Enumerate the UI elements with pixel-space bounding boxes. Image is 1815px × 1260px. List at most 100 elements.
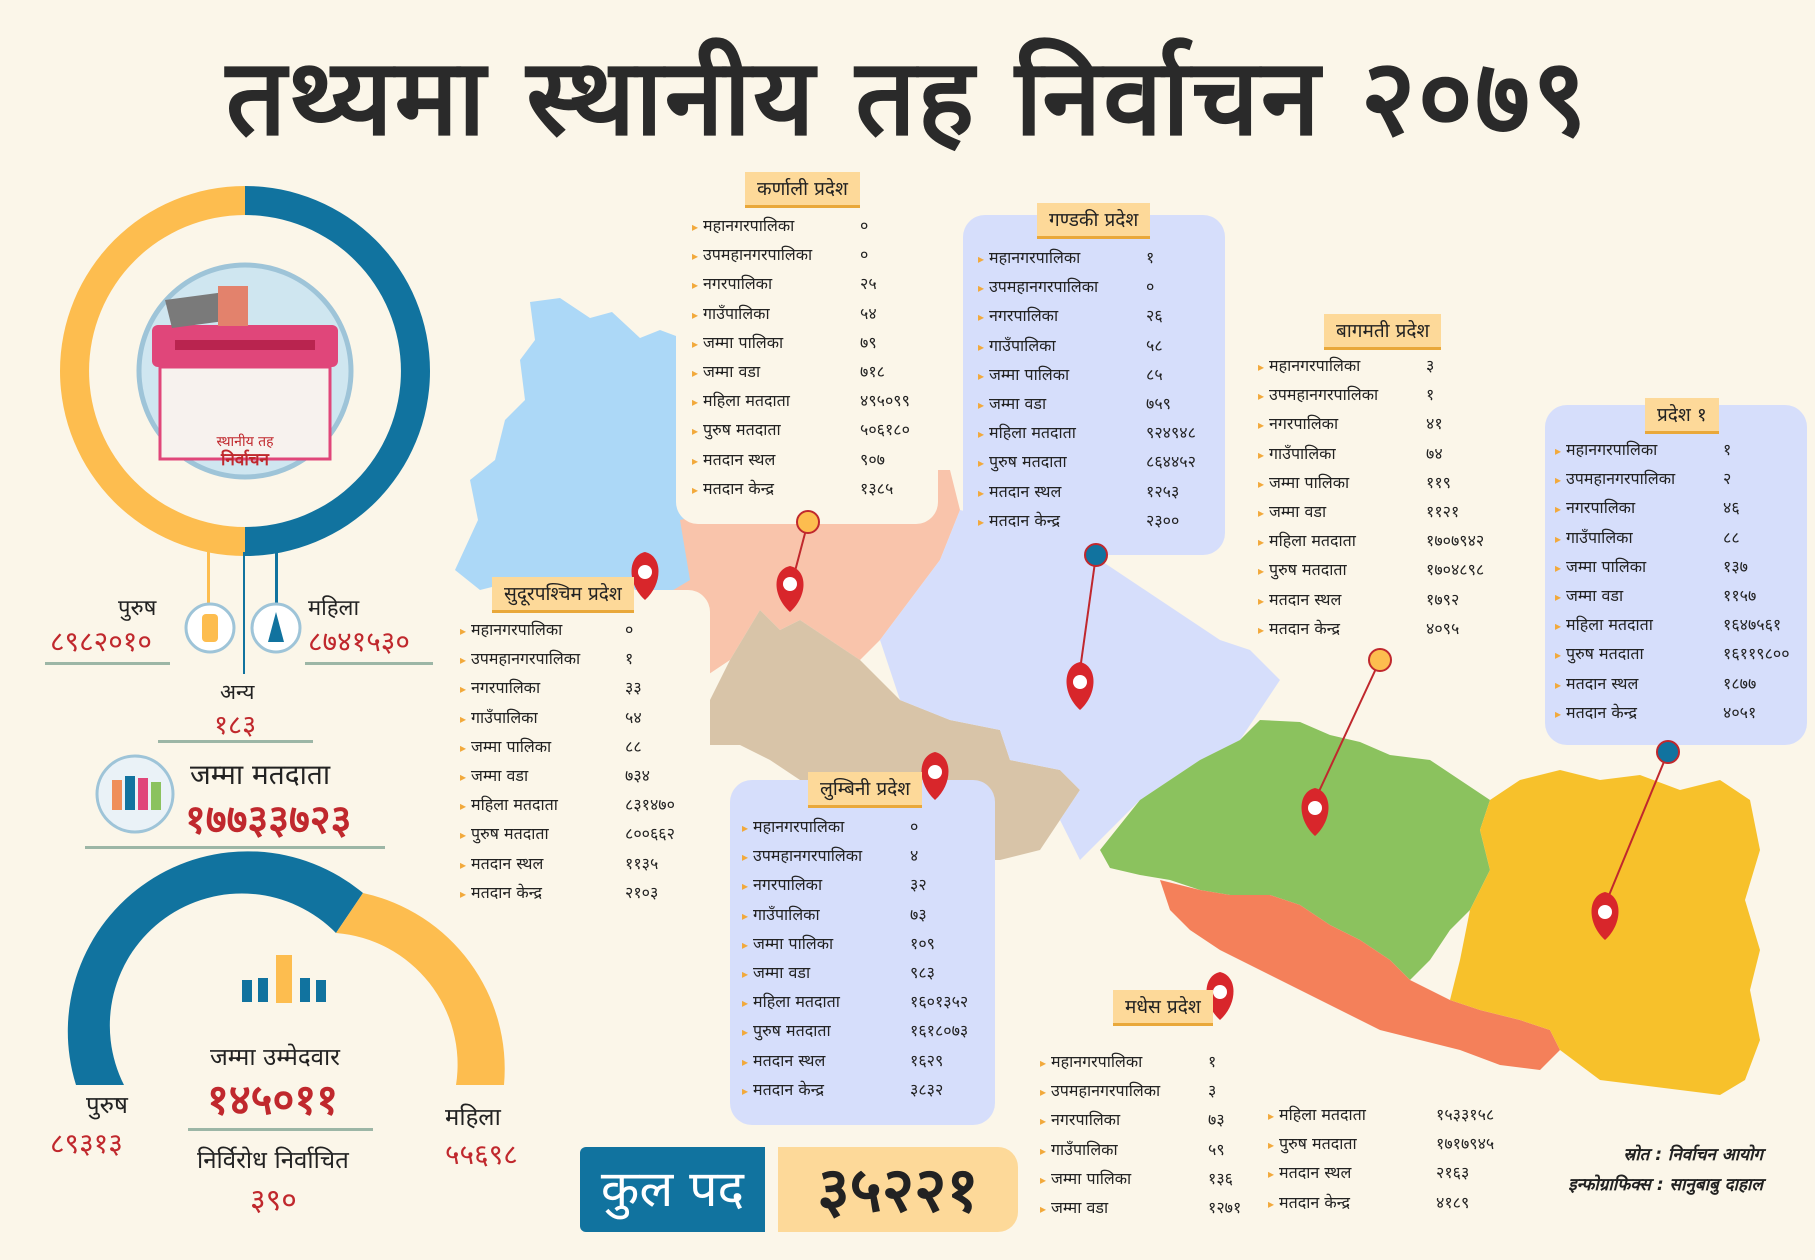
stat-value: ७९: [860, 332, 877, 352]
bullet-arrow-icon: ▸: [1258, 622, 1265, 637]
gauge-female-segment: [336, 893, 505, 1085]
stat-value: २: [1723, 469, 1732, 489]
province-stat-row: ▸ पुरुष मतदाता ५०६१८०: [692, 418, 910, 442]
male-candidates-label: पुरुष: [86, 1091, 128, 1119]
province-stat-row: ▸ महिला मतदाता १७०७९४२: [1258, 529, 1484, 553]
province-tag-madhesh: मधेस प्रदेश: [1113, 990, 1213, 1026]
stat-value: ५४: [625, 707, 642, 727]
female-candidates-value: ५५६९८: [445, 1138, 518, 1171]
ballot-box-body: [158, 365, 332, 461]
province-stat-row: ▸ महिला मतदाता ८३१४७०: [460, 793, 675, 817]
stat-label: गाउँपालिका: [1051, 1139, 1118, 1159]
stat-value: १: [1723, 440, 1732, 459]
stat-label: गाउँपालिका: [471, 707, 538, 727]
other-voters-label: अन्य: [220, 680, 255, 704]
province-stat-row: ▸ मतदान केन्द्र १३८५: [692, 477, 893, 501]
panel-bg-gandaki: [963, 215, 1225, 555]
stat-value: ८८: [1723, 527, 1740, 547]
province-stat-row: ▸ गाउँपालिका ७३: [742, 903, 927, 927]
stat-label: जम्मा वडा: [753, 963, 811, 982]
male-candidates-value: ८९३१३: [50, 1127, 123, 1160]
stat-label: मतदान केन्द्र: [1269, 618, 1341, 638]
stat-value: १७०७९४२: [1426, 531, 1485, 551]
province-stat-row: ▸ जम्मा वडा ११५७: [1555, 584, 1756, 608]
stat-value: २१६३: [1436, 1163, 1470, 1183]
bullet-arrow-icon: ▸: [1258, 593, 1265, 608]
stat-label: उपमहानगरपालिका: [471, 649, 581, 669]
total-candidates-value: १४५०११: [207, 1075, 339, 1124]
province-stat-row: ▸ जम्मा पालिका १३७: [1555, 555, 1748, 579]
stat-label: पुरुष मतदाता: [1279, 1134, 1357, 1154]
stat-label: गाउँपालिका: [989, 335, 1056, 355]
province-stat-row: ▸ गाउँपालिका ७४: [1258, 442, 1443, 466]
bullet-arrow-icon: ▸: [1258, 360, 1265, 374]
province-stat-row: ▸ उपमहानगरपालिका १: [1258, 383, 1434, 407]
bullet-arrow-icon: ▸: [692, 307, 699, 322]
bullet-arrow-icon: ▸: [1040, 1056, 1047, 1070]
stat-label: महानगरपालिका: [1566, 440, 1658, 459]
stat-label: उपमहानगरपालिका: [753, 846, 863, 866]
source-credit: स्रोत : निर्वाचन आयोग इन्फोग्राफिक्स : स…: [1568, 1140, 1763, 1200]
province-stat-row: ▸ पुरुष मतदाता १६१८०७३: [742, 1019, 968, 1043]
stat-value: ७१८: [860, 362, 885, 381]
province-stat-row: ▸ उपमहानगरपालिका ३: [1040, 1079, 1216, 1103]
bullet-arrow-icon: ▸: [460, 682, 467, 697]
province-stat-row: ▸ नगरपालिका २६: [978, 304, 1163, 328]
province-tag-bagmati: बागमती प्रदेश: [1324, 314, 1442, 350]
stat-label: महिला मतदाता: [1566, 615, 1653, 635]
province-stat-row: ▸ जम्मा वडा ७३४: [460, 764, 650, 788]
stat-value: ०: [625, 620, 634, 639]
stat-label: पुरुष मतदाता: [471, 824, 549, 844]
stat-value: ५४: [860, 303, 877, 323]
province-stat-row: ▸ पुरुष मतदाता ८००६६२: [460, 822, 675, 846]
stat-label: नगरपालिका: [753, 875, 823, 895]
stat-value: ११३५: [625, 853, 659, 873]
stat-label: महिला मतदाता: [753, 992, 840, 1012]
stat-value: २५: [860, 274, 877, 294]
panel-bg-karnali: [676, 188, 938, 524]
bullet-arrow-icon: ▸: [742, 879, 749, 894]
stat-label: उपमहानगरपालिका: [1566, 469, 1676, 489]
female-voters-label: महिला: [308, 596, 360, 621]
stat-value: ८८: [625, 736, 642, 756]
stat-value: ८६४४५२: [1146, 452, 1196, 472]
panel-bg-sudur: [450, 590, 710, 930]
bullet-arrow-icon: ▸: [1555, 619, 1562, 634]
page-title: तथ्यमा स्थानीय तह निर्वाचन २०७९: [225, 36, 1590, 159]
stat-value: १३६: [1208, 1168, 1233, 1188]
province-stat-row: ▸ जम्मा पालिका ८८: [460, 735, 642, 759]
stat-label: मतदान स्थल: [703, 449, 776, 469]
province-tag-province1: प्रदेश १: [1645, 398, 1719, 434]
stat-value: ४०९५: [1426, 618, 1460, 638]
province-stat-row: ▸ जम्मा वडा ९८३: [742, 961, 935, 985]
stat-value: ५९: [1208, 1139, 1225, 1159]
province-stat-row: ▸ मतदान स्थल १७९२: [1258, 588, 1459, 612]
bullet-arrow-icon: ▸: [1268, 1138, 1275, 1153]
stat-label: पुरुष मतदाता: [703, 420, 781, 440]
bullet-arrow-icon: ▸: [1258, 506, 1265, 520]
stat-label: मतदान स्थल: [989, 481, 1062, 501]
bullet-arrow-icon: ▸: [460, 799, 467, 814]
stat-label: महिला मतदाता: [471, 795, 558, 815]
stat-label: महानगरपालिका: [1051, 1052, 1143, 1071]
stat-label: जम्मा वडा: [1269, 502, 1327, 521]
stat-label: पुरुष मतदाता: [1269, 560, 1347, 580]
stat-value: १६०१३५२: [910, 992, 969, 1012]
bullet-arrow-icon: ▸: [742, 1025, 749, 1040]
stat-label: नगरपालिका: [1269, 414, 1339, 434]
panel-bg-province1: [1545, 405, 1807, 745]
stat-label: जम्मा पालिका: [1051, 1168, 1132, 1188]
province-stat-row: ▸ जम्मा पालिका ११९: [1258, 471, 1451, 495]
total-voters-value: १७७३३७२३: [185, 797, 352, 843]
bullet-arrow-icon: ▸: [978, 398, 985, 412]
province-stat-row: ▸ नगरपालिका ३३: [460, 676, 642, 700]
voter-donut-chart: [60, 186, 430, 556]
stat-value: ४: [910, 846, 919, 866]
bullet-arrow-icon: ▸: [1040, 1172, 1047, 1187]
stat-value: १५३३१५८: [1436, 1105, 1495, 1124]
bullet-arrow-icon: ▸: [742, 1054, 749, 1069]
bullet-arrow-icon: ▸: [1555, 560, 1562, 575]
stat-value: १६४७५६१: [1723, 615, 1782, 635]
stat-value: ५०६१८०: [860, 420, 910, 440]
